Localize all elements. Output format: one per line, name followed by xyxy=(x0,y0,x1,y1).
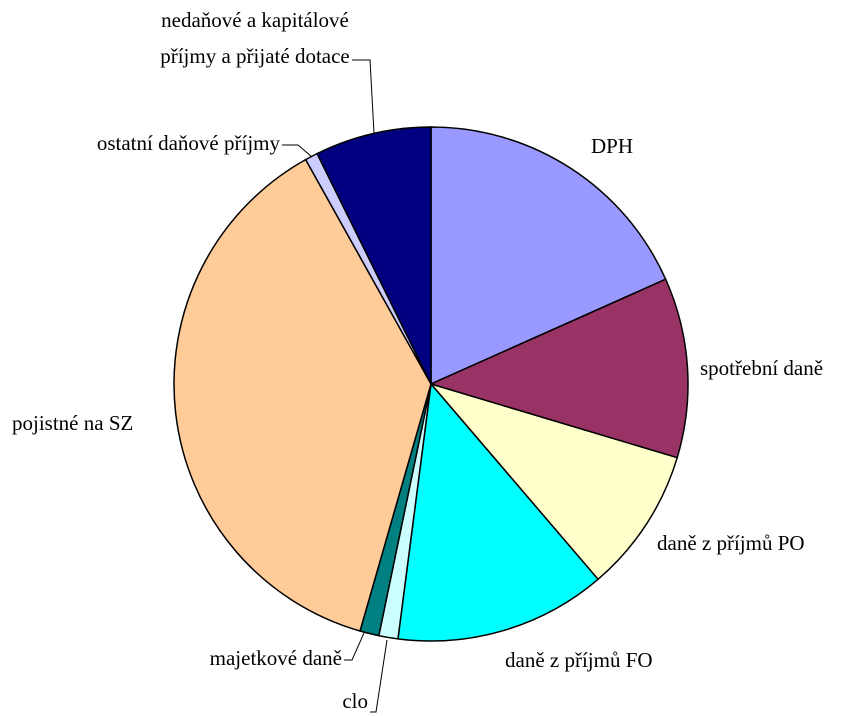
pie-slice xyxy=(397,382,600,642)
slice-label: ostatní daňové příjmy xyxy=(97,131,281,155)
pie-slice xyxy=(430,126,667,386)
pie-slice xyxy=(428,278,689,459)
pie-slice xyxy=(428,382,679,581)
slice-label: daně z příjmů PO xyxy=(657,531,805,555)
slice-label: DPH xyxy=(591,134,633,158)
slice-label: majetkové daně xyxy=(210,646,342,670)
slice-label: spotřební daně xyxy=(700,356,823,380)
slice-label: nedaňové a kapitálové příjmy a přijaté d… xyxy=(160,8,350,68)
leader-line xyxy=(352,59,375,134)
leader-line xyxy=(370,639,388,713)
slice-label: pojistné na SZ xyxy=(12,411,133,435)
pie-slice xyxy=(173,158,432,632)
pie-slice xyxy=(316,126,432,385)
leader-line xyxy=(282,144,313,158)
slice-label: daně z příjmů FO xyxy=(505,648,653,672)
slice-label: clo xyxy=(342,689,368,713)
leader-line xyxy=(344,632,365,661)
